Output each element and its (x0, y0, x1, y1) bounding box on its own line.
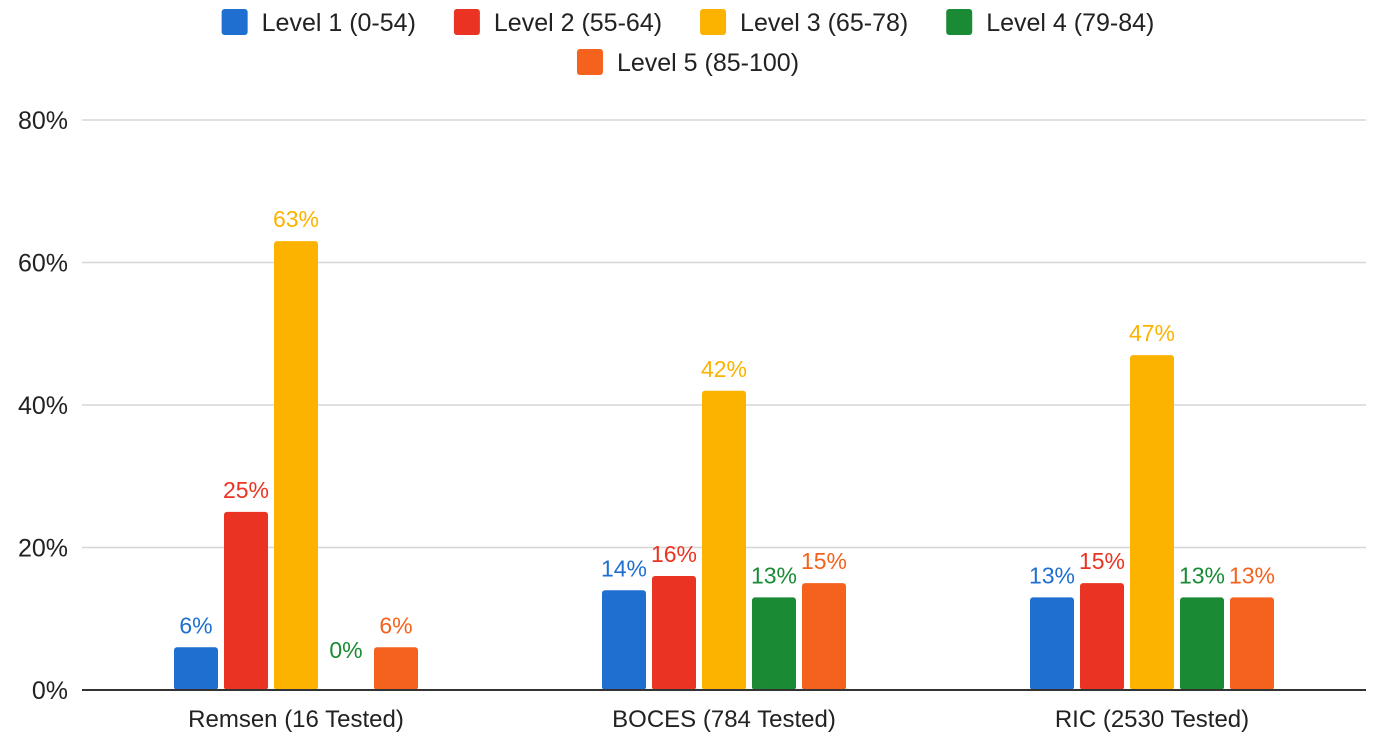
data-labels: 6%25%63%0%6%14%16%42%13%15%13%15%47%13% 1… (179, 206, 1275, 663)
data-label: 6% (379, 612, 412, 638)
x-tick-label: RIC (2530 Tested) (1055, 706, 1249, 733)
y-tick-label: 0% (32, 677, 68, 705)
data-label: 0% (329, 637, 362, 663)
legend-swatch (946, 9, 973, 35)
x-tick-label: BOCES (784 Tested) (612, 706, 836, 733)
bar (274, 241, 318, 690)
legend-swatch (221, 9, 248, 35)
data-label: 13% (751, 562, 797, 588)
data-label: 13% (1229, 562, 1275, 588)
legend-swatch (453, 9, 480, 35)
legend-label: Level 4 (79-84) (986, 9, 1154, 37)
bar (1180, 597, 1224, 690)
y-axis: 0% 20% 40% 60% 80% (18, 107, 68, 705)
legend: Level 1 (0-54) Level 2 (55-64) Level 3 (65… (221, 9, 1154, 77)
legend-swatch (700, 9, 727, 35)
bar (702, 390, 746, 690)
data-label: 13% (1029, 562, 1075, 588)
bars (174, 241, 1274, 690)
data-label: 15% (801, 548, 847, 574)
bar (652, 576, 696, 690)
bar (752, 597, 796, 690)
legend-label: Level 3 (65-78) (740, 9, 908, 37)
data-label: 15% (1079, 548, 1125, 574)
data-label: 14% (601, 555, 647, 581)
bar (374, 647, 418, 690)
y-tick-label: 40% (18, 392, 68, 420)
bar (1030, 597, 1074, 690)
legend-label: Level 1 (0-54) (262, 9, 416, 37)
data-label: 42% (701, 356, 747, 382)
data-label: 16% (651, 541, 697, 567)
y-tick-label: 60% (18, 250, 68, 278)
y-tick-label: 20% (18, 535, 68, 563)
y-tick-label: 80% (18, 107, 68, 135)
bar (1080, 583, 1124, 690)
data-label: 13% (1179, 562, 1225, 588)
legend-swatch (576, 49, 603, 75)
bar (1130, 355, 1174, 690)
legend-label: Level 2 (55-64) (494, 9, 662, 37)
data-label: 47% (1129, 320, 1175, 346)
bar (174, 647, 218, 690)
legend-label: Level 5 (85-100) (617, 49, 799, 77)
bar (802, 583, 846, 690)
x-axis: Remsen (16 Tested) BOCES (784 Tested) RIC … (82, 689, 1366, 733)
bar (224, 511, 268, 690)
x-tick-label: Remsen (16 Tested) (188, 706, 404, 733)
data-label: 25% (223, 477, 269, 503)
data-label: 6% (179, 612, 212, 638)
bar (602, 590, 646, 690)
data-label: 63% (273, 206, 319, 232)
bar (1230, 597, 1274, 690)
